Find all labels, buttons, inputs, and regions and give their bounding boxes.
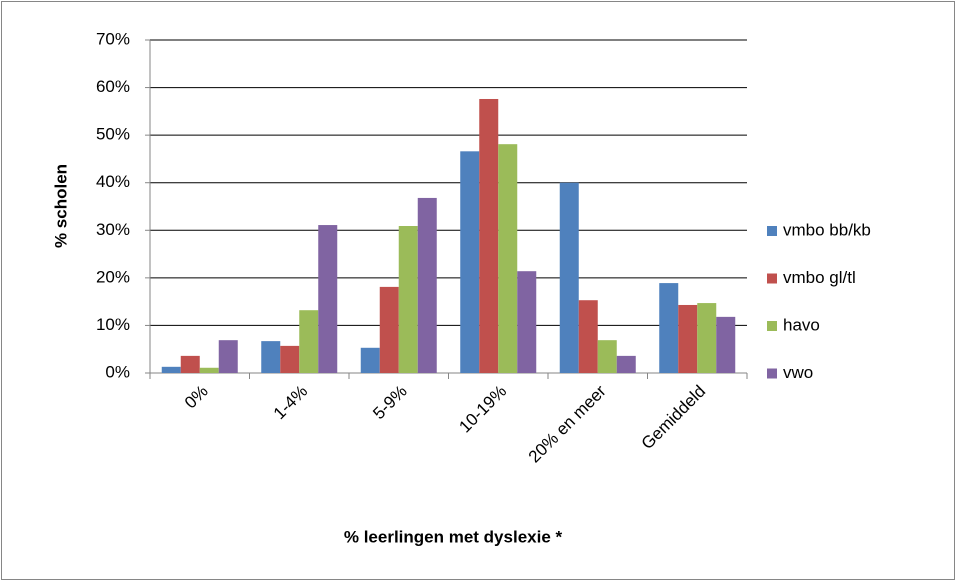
bar bbox=[161, 366, 181, 373]
y-axis-label: % scholen bbox=[51, 164, 70, 248]
bar bbox=[280, 345, 300, 373]
bar bbox=[261, 341, 281, 373]
bar bbox=[417, 197, 437, 373]
bar bbox=[616, 355, 636, 373]
bar bbox=[398, 226, 418, 373]
bar bbox=[498, 144, 518, 373]
legend-label: vmbo gl/tl bbox=[783, 268, 856, 287]
legend-label: havo bbox=[783, 315, 820, 334]
bar bbox=[460, 151, 480, 373]
bar bbox=[199, 367, 219, 373]
bar bbox=[180, 355, 200, 373]
bar bbox=[299, 310, 319, 373]
legend-label: vwo bbox=[783, 363, 813, 382]
y-tick-label: 60% bbox=[96, 77, 130, 96]
y-tick-label: 40% bbox=[96, 172, 130, 191]
y-tick-label: 50% bbox=[96, 125, 130, 144]
bar bbox=[697, 303, 717, 373]
y-tick-label: 30% bbox=[96, 220, 130, 239]
legend-swatch bbox=[767, 273, 777, 284]
bar bbox=[218, 340, 238, 373]
bar bbox=[597, 340, 617, 373]
x-axis-label: % leerlingen met dyslexie * bbox=[344, 527, 563, 546]
legend-swatch bbox=[767, 321, 777, 331]
legend-label: vmbo bb/kb bbox=[783, 220, 871, 239]
bar bbox=[659, 283, 679, 373]
bar bbox=[559, 182, 579, 373]
bar bbox=[678, 304, 698, 373]
y-tick-label: 20% bbox=[96, 267, 130, 286]
y-tick-label: 70% bbox=[96, 29, 130, 48]
bar bbox=[716, 316, 736, 373]
bar bbox=[479, 98, 499, 373]
bar bbox=[578, 300, 598, 373]
y-tick-label: 0% bbox=[105, 362, 130, 381]
bar bbox=[379, 286, 399, 373]
bar bbox=[517, 271, 537, 373]
bar bbox=[318, 225, 338, 373]
legend-swatch bbox=[767, 226, 777, 236]
y-tick-label: 10% bbox=[96, 315, 130, 334]
legend-swatch bbox=[767, 368, 777, 379]
bar bbox=[360, 347, 380, 373]
